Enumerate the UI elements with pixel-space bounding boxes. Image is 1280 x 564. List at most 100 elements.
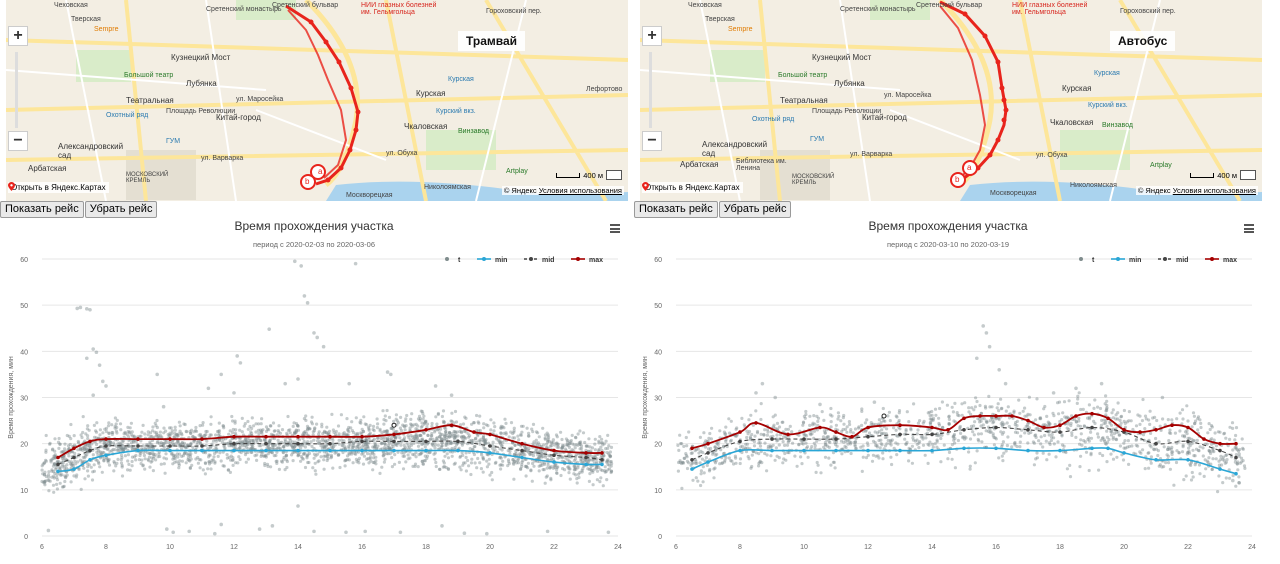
legend-item-mid[interactable]: mid: [1158, 257, 1188, 264]
t-point: [352, 441, 356, 445]
t-point: [309, 420, 314, 424]
zoom-out-button[interactable]: −: [8, 131, 28, 151]
zoom-slider[interactable]: [649, 52, 652, 128]
t-point: [286, 428, 291, 433]
terms-link[interactable]: Условия использования: [538, 186, 622, 195]
t-point: [545, 466, 549, 470]
series-mid-point: [488, 444, 492, 448]
t-point: [124, 446, 128, 450]
t-point: [96, 460, 101, 464]
t-point: [1077, 416, 1081, 420]
t-point: [529, 452, 534, 456]
marker-b[interactable]: b: [305, 177, 310, 186]
t-point: [578, 441, 582, 445]
t-point: [749, 436, 753, 440]
t-point: [478, 439, 482, 443]
legend-item-t[interactable]: t: [445, 257, 461, 264]
series-min-point: [424, 448, 428, 453]
marker-a[interactable]: a: [967, 163, 972, 172]
zoom-in-button[interactable]: +: [8, 26, 28, 46]
open-in-yandex-link[interactable]: Открыть в Яндекс.Картах: [642, 182, 743, 193]
map[interactable]: a b Чеховская Тверская Sempre Сретенский…: [6, 0, 628, 201]
t-point: [947, 415, 951, 419]
terms-link[interactable]: Условия использования: [1172, 186, 1256, 195]
legend-item-max[interactable]: max: [1205, 257, 1237, 264]
ruler-icon[interactable]: [606, 170, 622, 180]
t-point: [350, 452, 354, 456]
series-max-point: [360, 434, 364, 439]
t-point: [423, 454, 427, 458]
t-point: [706, 447, 711, 451]
ruler-icon[interactable]: [1240, 170, 1256, 180]
legend-item-mid[interactable]: mid: [524, 257, 554, 264]
t-point: [496, 438, 500, 442]
t-point: [926, 461, 930, 465]
t-point: [101, 379, 105, 384]
t-point: [132, 434, 136, 438]
t-point: [500, 444, 504, 448]
map-label: Театральная: [126, 96, 174, 105]
open-in-yandex-link[interactable]: Открыть в Яндекс.Картах: [8, 182, 109, 193]
t-point: [1096, 435, 1100, 439]
legend-item-t[interactable]: t: [1079, 257, 1095, 264]
legend-item-max[interactable]: max: [571, 257, 603, 264]
x-tick-label: 24: [1248, 544, 1256, 551]
t-point: [492, 421, 496, 425]
t-point: [77, 467, 81, 472]
marker-b[interactable]: b: [955, 175, 960, 184]
t-point: [567, 455, 571, 459]
hide-route-button[interactable]: Убрать рейс: [718, 201, 792, 218]
t-point: [325, 425, 329, 429]
show-route-button[interactable]: Показать рейс: [0, 201, 84, 218]
t-point: [140, 430, 144, 434]
t-point: [1023, 431, 1027, 435]
series-min-point: [584, 462, 588, 467]
t-point: [177, 432, 181, 436]
t-point: [106, 424, 111, 428]
t-point: [1061, 411, 1065, 415]
zoom-slider[interactable]: [15, 52, 18, 128]
t-point: [415, 436, 419, 440]
t-point: [393, 435, 397, 439]
t-point: [363, 529, 368, 534]
t-point: [322, 454, 326, 458]
chart-menu-icon[interactable]: [610, 224, 620, 233]
t-point: [143, 457, 147, 461]
marker-a[interactable]: a: [318, 167, 323, 176]
zoom-in-button[interactable]: +: [642, 26, 662, 46]
t-point: [336, 453, 341, 457]
t-point: [385, 437, 389, 441]
show-route-button[interactable]: Показать рейс: [634, 201, 718, 218]
t-point: [983, 404, 987, 408]
legend-item-min[interactable]: min: [1111, 257, 1141, 264]
t-point: [1108, 421, 1112, 425]
series-mid-point: [1154, 441, 1158, 446]
zoom-out-button[interactable]: −: [642, 131, 662, 151]
hide-route-button[interactable]: Убрать рейс: [84, 201, 158, 218]
t-point: [202, 434, 206, 438]
t-point: [923, 453, 927, 457]
t-point: [1033, 434, 1037, 438]
t-point: [422, 431, 426, 435]
t-point: [104, 384, 108, 388]
t-point: [1203, 458, 1207, 462]
t-point: [73, 451, 77, 456]
t-point: [1013, 441, 1017, 445]
map[interactable]: a b Чеховская Тверская Sempre Сретенский…: [640, 0, 1262, 201]
t-point: [60, 473, 64, 477]
chart-menu-icon[interactable]: [1244, 224, 1254, 233]
t-point: [146, 457, 150, 462]
t-point: [476, 434, 480, 438]
t-point: [860, 409, 864, 413]
t-point: [124, 446, 128, 450]
t-point: [473, 461, 477, 465]
legend-marker: [529, 257, 533, 261]
t-point: [302, 431, 306, 435]
t-point: [907, 451, 911, 455]
t-point: [115, 448, 119, 452]
t-point: [952, 432, 956, 437]
legend-item-min[interactable]: min: [477, 257, 507, 264]
t-point: [694, 459, 698, 463]
t-point: [1031, 440, 1035, 444]
t-point: [203, 461, 207, 465]
